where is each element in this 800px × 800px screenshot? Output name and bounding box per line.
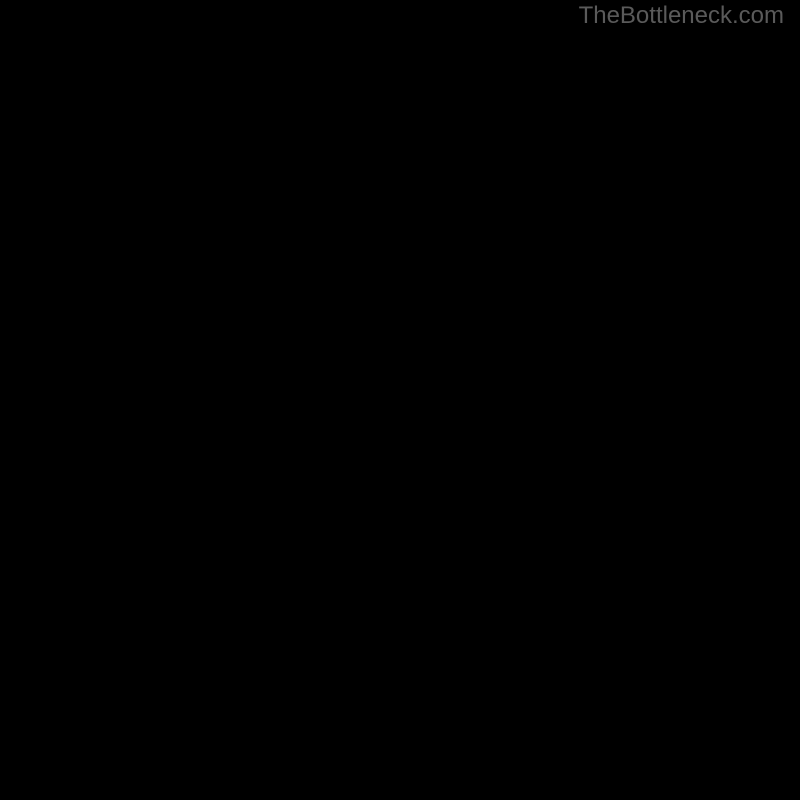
bottleneck-heatmap: TheBottleneck.com bbox=[0, 0, 800, 800]
heatmap-canvas bbox=[32, 32, 768, 768]
crosshair-vertical bbox=[396, 32, 397, 768]
crosshair-marker bbox=[391, 388, 401, 398]
watermark-text: TheBottleneck.com bbox=[579, 2, 784, 30]
